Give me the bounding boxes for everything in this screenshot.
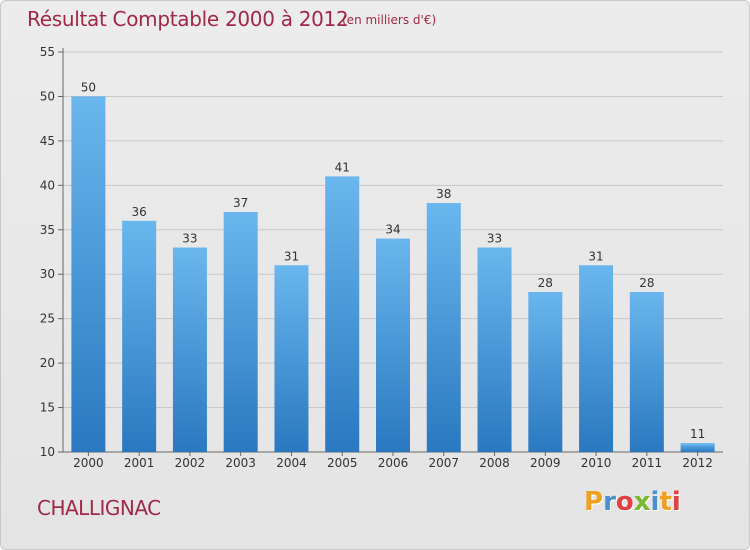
bar-top-highlight [376, 238, 410, 241]
bar-top-highlight [71, 96, 106, 99]
bar [477, 247, 512, 452]
x-tick-label: 2009 [530, 456, 561, 470]
bar-top-highlight [579, 265, 614, 268]
y-tick-label: 30 [40, 267, 55, 281]
bar-top-highlight [274, 265, 309, 268]
bar-top-highlight [629, 292, 664, 294]
chart-subtitle: (en milliers d'€) [342, 13, 437, 27]
commune-name: CHALLIGNAC [37, 496, 161, 520]
data-label: 50 [81, 80, 96, 94]
bar [274, 265, 309, 452]
bar [223, 212, 258, 452]
bar [680, 443, 715, 452]
y-tick-label: 25 [40, 312, 55, 326]
proxiti-logo[interactable]: Proxiti [584, 487, 681, 517]
x-tick-label: 2004 [276, 456, 307, 470]
data-label: 34 [385, 223, 400, 237]
x-tick-label: 2007 [428, 456, 459, 470]
logo-letter: r [603, 487, 616, 517]
bar [122, 220, 157, 452]
bar [579, 265, 614, 452]
data-label: 31 [588, 249, 603, 263]
data-label: 28 [538, 276, 553, 290]
logo-letter: t [659, 487, 672, 517]
bar [376, 238, 410, 452]
data-label: 11 [690, 427, 705, 441]
y-tick-label: 45 [40, 134, 55, 148]
y-tick-label: 10 [40, 445, 55, 459]
x-tick-label: 2000 [73, 456, 104, 470]
x-tick-label: 2005 [327, 456, 358, 470]
y-tick-label: 20 [40, 356, 55, 370]
y-tick-label: 50 [40, 89, 55, 103]
logo-letter: i [671, 487, 681, 517]
logo-letter: i [650, 487, 660, 517]
x-tick-label: 2010 [581, 456, 612, 470]
bar [426, 203, 461, 452]
x-tick-label: 2008 [479, 456, 510, 470]
bar-layer [71, 96, 715, 452]
x-tick-label: 2001 [124, 456, 155, 470]
bar-top-highlight [122, 220, 157, 223]
logo-letter: P [584, 487, 604, 517]
logo-letter: x [633, 487, 651, 517]
bar-top-highlight [223, 212, 258, 214]
y-tick-label: 40 [40, 178, 55, 192]
data-label: 33 [487, 232, 502, 246]
x-tick-label: 2011 [632, 456, 663, 470]
bar-top-highlight [528, 292, 563, 294]
data-label: 33 [182, 232, 197, 246]
data-label: 38 [436, 187, 451, 201]
bar-top-highlight [426, 203, 461, 206]
data-label: 36 [132, 205, 147, 219]
bar-top-highlight [477, 247, 512, 250]
data-label: 37 [233, 196, 248, 210]
bar [71, 96, 106, 452]
chart-title: Résultat Comptable 2000 à 2012 [27, 7, 349, 31]
y-tick-label: 55 [40, 45, 55, 59]
x-tick-label: 2003 [225, 456, 256, 470]
y-tick-label: 35 [40, 223, 55, 237]
bar [172, 247, 207, 452]
data-label: 41 [335, 160, 350, 174]
axis-layer: 10 15 20 25 30 35 40 45 50 55 2000 2001 2002 2003 2004… [40, 45, 723, 470]
y-tick-label: 15 [40, 401, 55, 415]
bar [528, 292, 563, 452]
bar-top-highlight [680, 443, 715, 446]
bar [629, 292, 664, 452]
x-tick-label: 2006 [378, 456, 409, 470]
logo-letter: o [615, 487, 634, 517]
bar-top-highlight [325, 176, 360, 179]
x-tick-label: 2012 [682, 456, 713, 470]
x-tick-label: 2002 [175, 456, 206, 470]
data-label: 31 [284, 249, 299, 263]
bar [325, 176, 360, 452]
data-label: 28 [639, 276, 654, 290]
label-layer: 50 36 33 37 31 41 34 38 33 28 31 28 11 [81, 80, 706, 441]
bar-top-highlight [172, 247, 207, 250]
